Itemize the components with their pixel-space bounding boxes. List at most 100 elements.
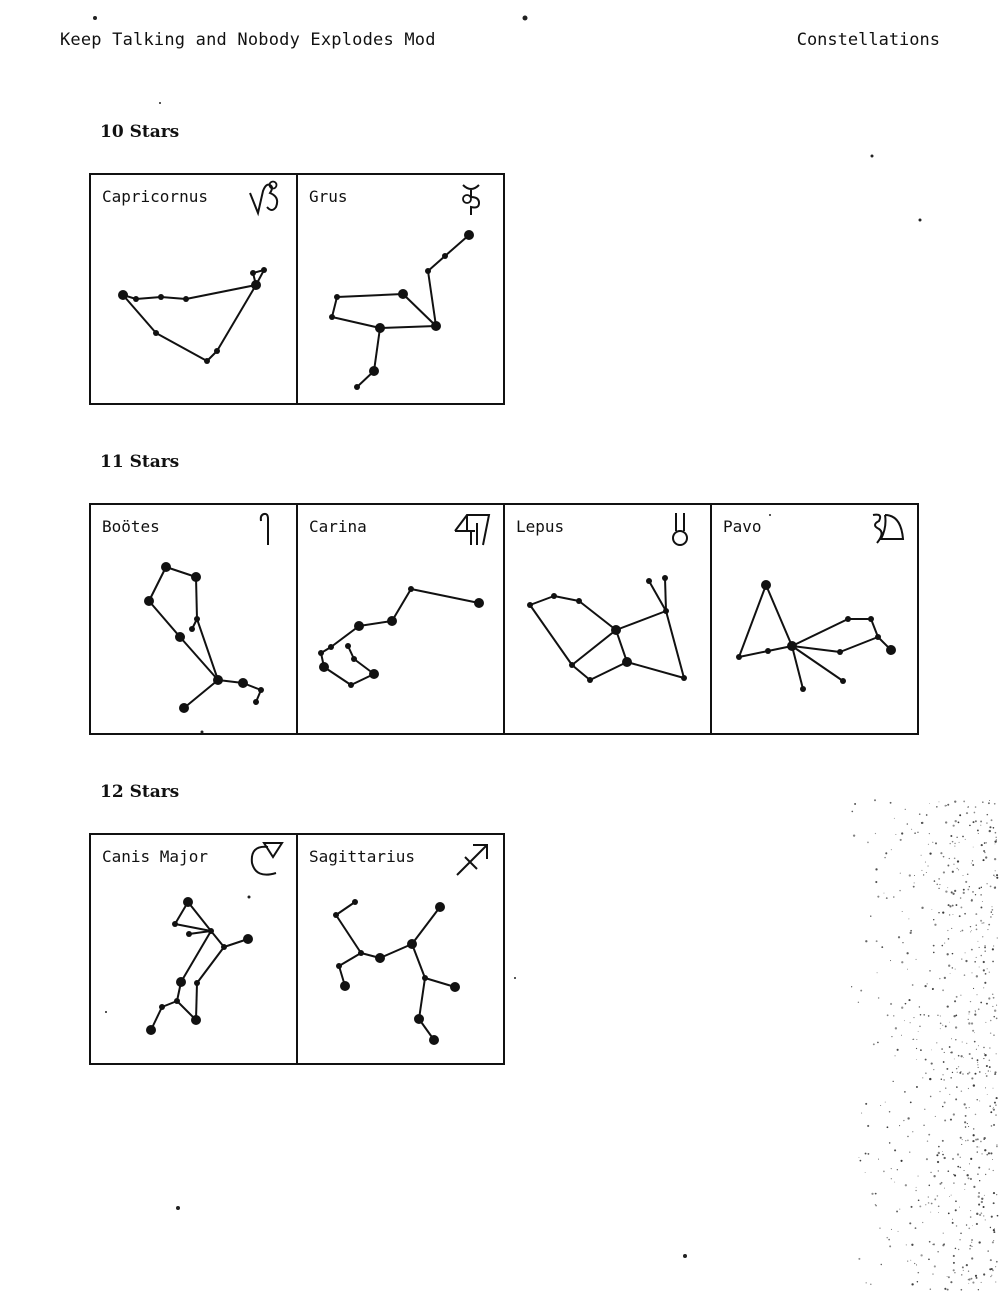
grus-glyph-icon — [462, 184, 481, 215]
constellation-line — [155, 332, 208, 362]
constellation-line — [196, 946, 225, 984]
section-title-12-stars: 12 Stars — [100, 782, 180, 802]
star-point — [442, 253, 448, 259]
star-point — [208, 928, 214, 934]
star-point — [158, 294, 164, 300]
lepus-glyph-icon — [672, 513, 688, 546]
constellation-line — [330, 625, 360, 648]
star-point — [191, 1015, 201, 1025]
constellation-line — [165, 566, 197, 578]
star-point — [213, 675, 223, 685]
header-section-name: Constellations — [796, 30, 940, 50]
constellation-line — [870, 618, 879, 638]
sagittarius-glyph-icon — [456, 844, 488, 876]
constellation-card-grus: Grus — [296, 173, 505, 405]
constellation-line — [839, 636, 879, 653]
star-point — [172, 921, 178, 927]
constellation-line — [135, 296, 162, 300]
constellation-line — [180, 930, 212, 983]
constellation-name: Boötes — [102, 517, 160, 536]
constellation-diagram — [118, 267, 267, 364]
constellation-line — [571, 664, 591, 681]
star-point — [238, 678, 248, 688]
star-point — [214, 348, 220, 354]
star-point — [159, 1004, 165, 1010]
constellation-line — [664, 577, 667, 612]
star-point — [407, 939, 417, 949]
star-point — [868, 616, 874, 622]
constellation-line — [427, 270, 437, 327]
star-point — [845, 616, 851, 622]
constellation-line — [791, 645, 844, 682]
star-point — [875, 634, 881, 640]
star-point — [736, 654, 742, 660]
star-point — [787, 641, 797, 651]
constellation-line — [335, 901, 356, 916]
star-point — [375, 323, 385, 333]
star-point — [369, 366, 379, 376]
star-point — [375, 953, 385, 963]
constellation-line — [444, 234, 470, 257]
section-title-11-stars: 11 Stars — [100, 452, 180, 472]
constellation-card-sagittarius: Sagittarius — [296, 833, 505, 1065]
constellation-card-canis-major: Canis Major — [89, 833, 298, 1065]
constellation-diagram — [144, 562, 264, 713]
star-point — [345, 643, 351, 649]
constellation-line — [427, 255, 446, 272]
constellation-line — [553, 595, 580, 602]
constellation-name: Canis Major — [102, 847, 208, 866]
star-point — [146, 1025, 156, 1035]
constellation-line — [578, 600, 617, 631]
star-point — [646, 578, 652, 584]
star-point — [194, 616, 200, 622]
star-point — [318, 650, 324, 656]
bootes-glyph-icon — [259, 512, 269, 545]
star-point — [761, 580, 771, 590]
constellation-line — [410, 588, 480, 604]
star-point — [352, 899, 358, 905]
star-point — [186, 931, 192, 937]
star-point — [587, 677, 593, 683]
constellation-line — [411, 943, 426, 979]
constellation-line — [765, 584, 793, 647]
star-point — [351, 656, 357, 662]
constellation-line — [323, 666, 352, 686]
constellation-line — [373, 327, 381, 372]
constellation-name: Lepus — [516, 517, 565, 536]
constellation-line — [338, 952, 362, 967]
star-point — [133, 296, 139, 302]
star-point — [681, 675, 687, 681]
star-point — [258, 687, 264, 693]
star-point — [251, 280, 261, 290]
constellation-row-11-stars: Boötes Carina Lepus Pavo — [89, 503, 919, 735]
constellation-card-pavo: Pavo — [710, 503, 919, 735]
star-point — [194, 980, 200, 986]
constellation-line — [738, 584, 767, 658]
star-point — [431, 321, 441, 331]
star-point — [174, 998, 180, 1004]
star-point — [569, 662, 575, 668]
star-point — [250, 270, 256, 276]
constellation-line — [331, 316, 381, 329]
star-point — [886, 645, 896, 655]
star-point — [422, 975, 428, 981]
carina-glyph-icon — [454, 514, 491, 546]
star-point — [398, 289, 408, 299]
star-point — [328, 644, 334, 650]
constellation-name: Sagittarius — [309, 847, 415, 866]
constellation-name: Grus — [309, 187, 348, 206]
constellation-name: Pavo — [723, 517, 762, 536]
star-point — [348, 682, 354, 688]
constellation-name: Capricornus — [102, 187, 208, 206]
constellation-name: Carina — [309, 517, 367, 536]
constellation-line — [183, 679, 219, 709]
star-point — [183, 296, 189, 302]
star-point — [450, 982, 460, 992]
star-point — [663, 608, 669, 614]
constellation-line — [529, 595, 555, 606]
star-point — [153, 330, 159, 336]
section-title-10-stars: 10 Stars — [100, 122, 180, 142]
star-point — [474, 598, 484, 608]
constellation-line — [216, 284, 257, 352]
star-point — [175, 632, 185, 642]
